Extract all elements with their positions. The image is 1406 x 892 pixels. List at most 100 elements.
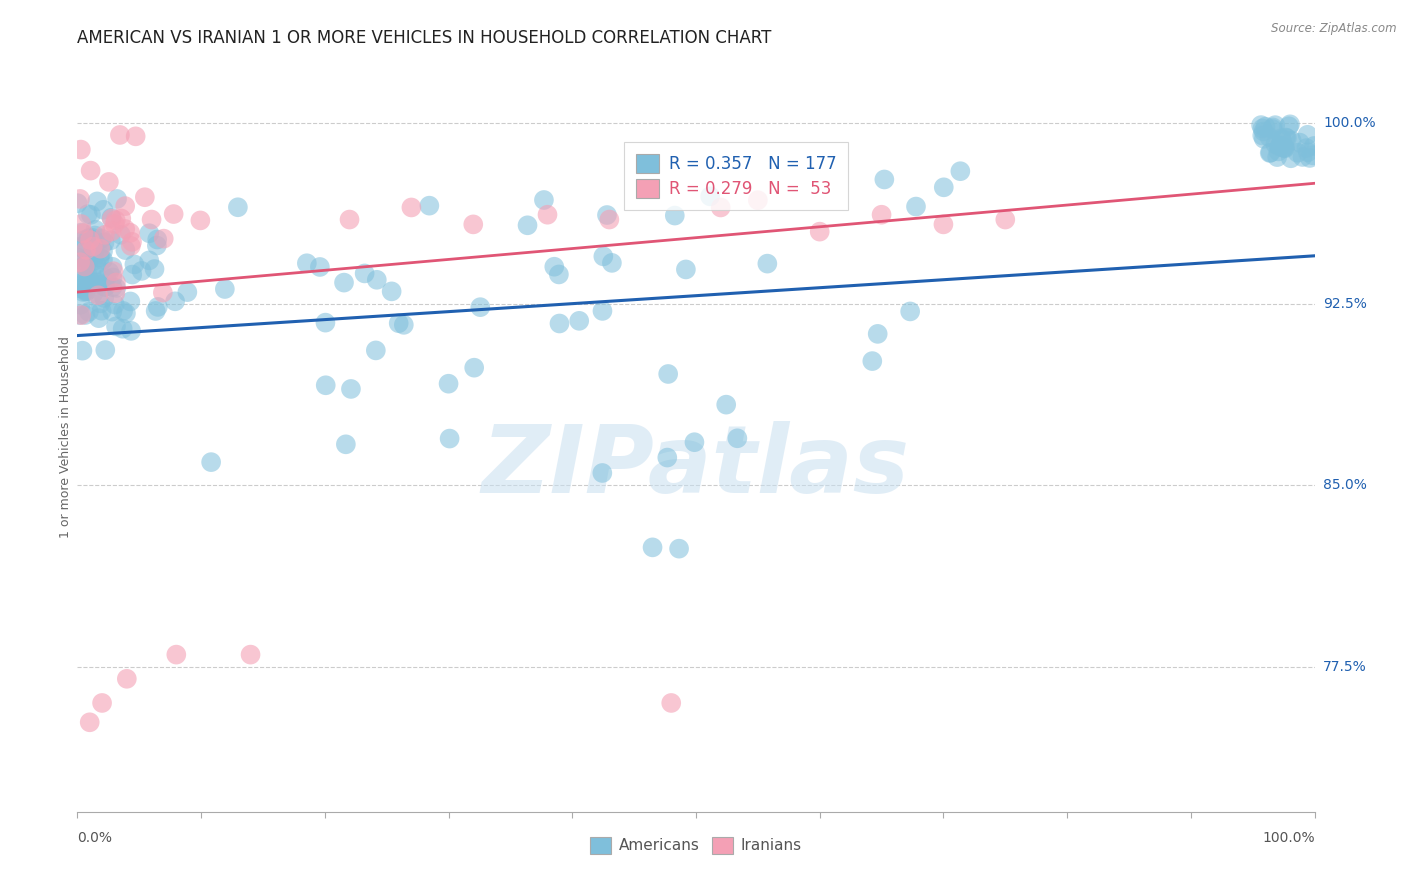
Point: [75, 284, 97, 298]
Point: [79, 274, 101, 288]
Point: [72, 285, 94, 299]
Point: [596, 208, 619, 222]
Point: [1299, 151, 1322, 165]
Point: [69, 252, 91, 267]
Point: [67, 240, 90, 254]
Point: [1265, 150, 1288, 164]
Point: [675, 262, 697, 277]
Point: [101, 270, 124, 285]
Point: [82, 286, 104, 301]
Point: [75, 285, 97, 299]
Point: [112, 304, 135, 318]
Point: [176, 285, 198, 299]
Point: [97, 175, 120, 189]
Point: [335, 437, 357, 451]
Point: [72, 233, 94, 247]
Point: [1254, 120, 1277, 134]
Point: [120, 239, 142, 253]
Point: [138, 253, 160, 268]
Point: [67, 279, 90, 293]
Point: [600, 256, 623, 270]
Point: [1278, 120, 1301, 134]
Point: [239, 648, 262, 662]
Point: [1270, 131, 1292, 145]
Point: [146, 238, 169, 252]
Point: [87, 311, 110, 326]
Point: [124, 257, 146, 271]
Point: [668, 541, 690, 556]
Point: [76, 207, 98, 221]
Point: [89, 296, 111, 310]
Point: [165, 648, 187, 662]
Point: [75, 283, 97, 297]
Point: [333, 276, 356, 290]
Point: [470, 300, 492, 314]
Point: [83, 254, 105, 268]
Point: [82, 239, 104, 253]
Point: [104, 297, 127, 311]
Point: [388, 316, 411, 330]
Point: [1274, 141, 1296, 155]
Point: [66, 261, 89, 276]
Text: Source: ZipAtlas.com: Source: ZipAtlas.com: [1271, 22, 1396, 36]
Point: [543, 260, 565, 274]
Point: [904, 200, 927, 214]
Point: [1268, 139, 1291, 153]
Point: [79, 233, 101, 247]
Point: [1261, 120, 1284, 135]
Point: [82, 243, 104, 257]
Point: [108, 128, 131, 142]
Text: ZIPatlas: ZIPatlas: [482, 421, 910, 513]
Point: [70, 226, 93, 240]
Point: [516, 219, 538, 233]
Point: [100, 233, 122, 247]
Point: [1274, 141, 1296, 155]
Point: [93, 291, 115, 305]
Point: [1291, 150, 1313, 164]
Point: [536, 208, 558, 222]
Point: [1258, 145, 1281, 160]
Point: [70, 143, 93, 157]
Point: [163, 207, 186, 221]
Point: [146, 232, 169, 246]
Point: [683, 435, 706, 450]
Point: [664, 209, 686, 223]
Point: [77, 231, 100, 245]
Point: [131, 264, 153, 278]
Point: [1274, 130, 1296, 145]
Point: [873, 172, 896, 186]
Point: [100, 224, 122, 238]
Point: [1261, 122, 1284, 136]
Point: [91, 244, 114, 259]
Point: [77, 305, 100, 319]
Point: [1268, 138, 1291, 153]
Point: [114, 199, 136, 213]
Point: [80, 268, 103, 282]
Point: [66, 196, 89, 211]
Point: [1253, 132, 1275, 146]
Point: [66, 251, 89, 265]
Point: [115, 672, 138, 686]
Point: [808, 225, 831, 239]
Legend: Americans, Iranians: Americans, Iranians: [583, 830, 808, 860]
Point: [932, 218, 955, 232]
Point: [104, 276, 127, 290]
Text: 85.0%: 85.0%: [1323, 478, 1367, 492]
Point: [94, 343, 117, 357]
Point: [69, 192, 91, 206]
Point: [339, 212, 361, 227]
Point: [75, 260, 97, 274]
Point: [315, 378, 337, 392]
Point: [82, 231, 104, 245]
Point: [72, 343, 94, 358]
Point: [1279, 117, 1302, 131]
Point: [86, 194, 108, 209]
Point: [1272, 141, 1295, 155]
Point: [866, 326, 889, 341]
Point: [103, 264, 125, 278]
Point: [90, 232, 112, 246]
Point: [657, 450, 679, 465]
Point: [89, 277, 111, 292]
Point: [364, 343, 387, 358]
Point: [699, 189, 721, 203]
